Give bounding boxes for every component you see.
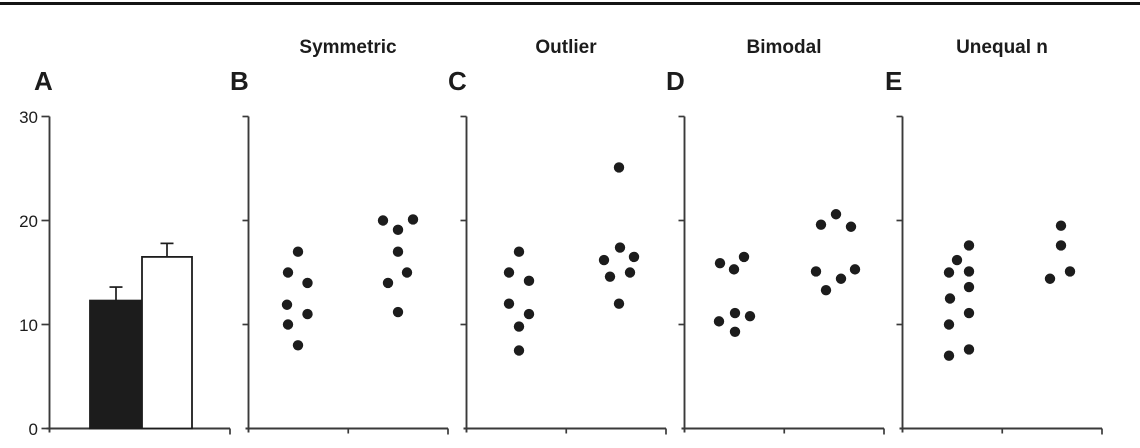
panel-b-letter: B <box>230 66 249 96</box>
data-point <box>523 308 535 320</box>
data-point <box>963 307 975 319</box>
top-rule <box>0 2 1140 5</box>
panel-d-group-1-dots <box>713 251 756 337</box>
data-point <box>628 251 640 263</box>
data-point <box>729 326 741 337</box>
data-point <box>729 307 741 319</box>
data-point <box>407 214 419 225</box>
panel-d-plot <box>678 115 885 435</box>
panel-b-group-2-dots <box>377 214 419 318</box>
panel-d-title: Bimodal <box>746 37 822 58</box>
data-point <box>392 246 404 257</box>
data-point <box>513 246 525 257</box>
panel-c-group-2-dots <box>598 162 640 309</box>
data-point <box>714 257 726 269</box>
data-point <box>281 299 293 310</box>
data-point <box>392 224 404 236</box>
data-point <box>282 319 294 330</box>
data-point <box>944 293 956 304</box>
data-point <box>963 266 975 277</box>
panel-b-group-1-dots <box>281 246 313 351</box>
y-tick-label-30: 30 <box>19 108 38 127</box>
data-point <box>513 345 525 356</box>
panel-b-title: Symmetric <box>299 37 397 58</box>
y-tick-label-10: 10 <box>19 316 38 335</box>
data-point <box>503 298 515 309</box>
data-point <box>963 240 975 251</box>
data-point <box>1044 273 1056 284</box>
data-point <box>377 215 389 226</box>
data-point <box>1055 220 1067 231</box>
panel-e-plot <box>896 115 1103 435</box>
panel-c-title: Outlier <box>535 37 597 58</box>
data-point <box>613 162 625 173</box>
data-point <box>613 298 625 309</box>
data-point <box>523 275 535 287</box>
data-point <box>943 267 955 278</box>
panel-e-group-2-dots <box>1044 220 1076 284</box>
filled-bar-error-bar <box>109 286 123 301</box>
data-point <box>845 221 857 232</box>
y-tick-label-0: 0 <box>28 420 38 439</box>
data-point <box>604 271 616 282</box>
data-point <box>963 281 975 293</box>
open-bar-error-bar <box>160 242 174 257</box>
data-point <box>943 319 955 330</box>
panel-e-title: Unequal n <box>956 37 1048 58</box>
panel-e-letter: E <box>885 66 903 96</box>
data-point <box>401 267 413 278</box>
data-point <box>820 284 832 296</box>
data-point <box>382 277 394 289</box>
data-point <box>598 254 610 266</box>
data-point <box>1055 240 1067 251</box>
data-point <box>713 316 725 327</box>
data-point <box>503 267 515 278</box>
panel-c-group-1-dots <box>503 246 535 356</box>
y-tick-label-20: 20 <box>19 212 38 231</box>
data-point <box>744 310 756 322</box>
panel-c-letter: C <box>448 66 467 96</box>
panel-c-plot <box>460 115 667 435</box>
panel-d-letter: D <box>666 66 685 96</box>
data-point <box>614 242 626 253</box>
data-point <box>835 273 847 284</box>
panel-b-plot <box>242 115 449 435</box>
panel-e-group-1-dots <box>943 240 975 361</box>
data-point <box>943 350 955 361</box>
data-point <box>738 251 750 263</box>
data-point <box>624 267 636 278</box>
data-point <box>1064 266 1076 277</box>
data-point <box>951 254 963 266</box>
data-point <box>302 308 313 320</box>
filled-bar <box>89 299 143 430</box>
data-point <box>292 340 304 351</box>
panel-a-letter: A <box>34 66 53 96</box>
data-point <box>292 246 304 257</box>
data-point <box>849 264 861 275</box>
data-point <box>830 209 842 220</box>
data-point <box>815 219 827 230</box>
data-point <box>282 267 294 278</box>
panel-d-group-2-dots <box>810 209 861 296</box>
panel-a-plot <box>41 115 231 435</box>
data-point <box>392 306 404 318</box>
data-point <box>728 264 740 275</box>
data-point <box>963 344 975 355</box>
data-point <box>302 277 313 289</box>
open-bar <box>141 255 193 430</box>
data-point <box>513 321 525 332</box>
data-point <box>810 266 822 277</box>
